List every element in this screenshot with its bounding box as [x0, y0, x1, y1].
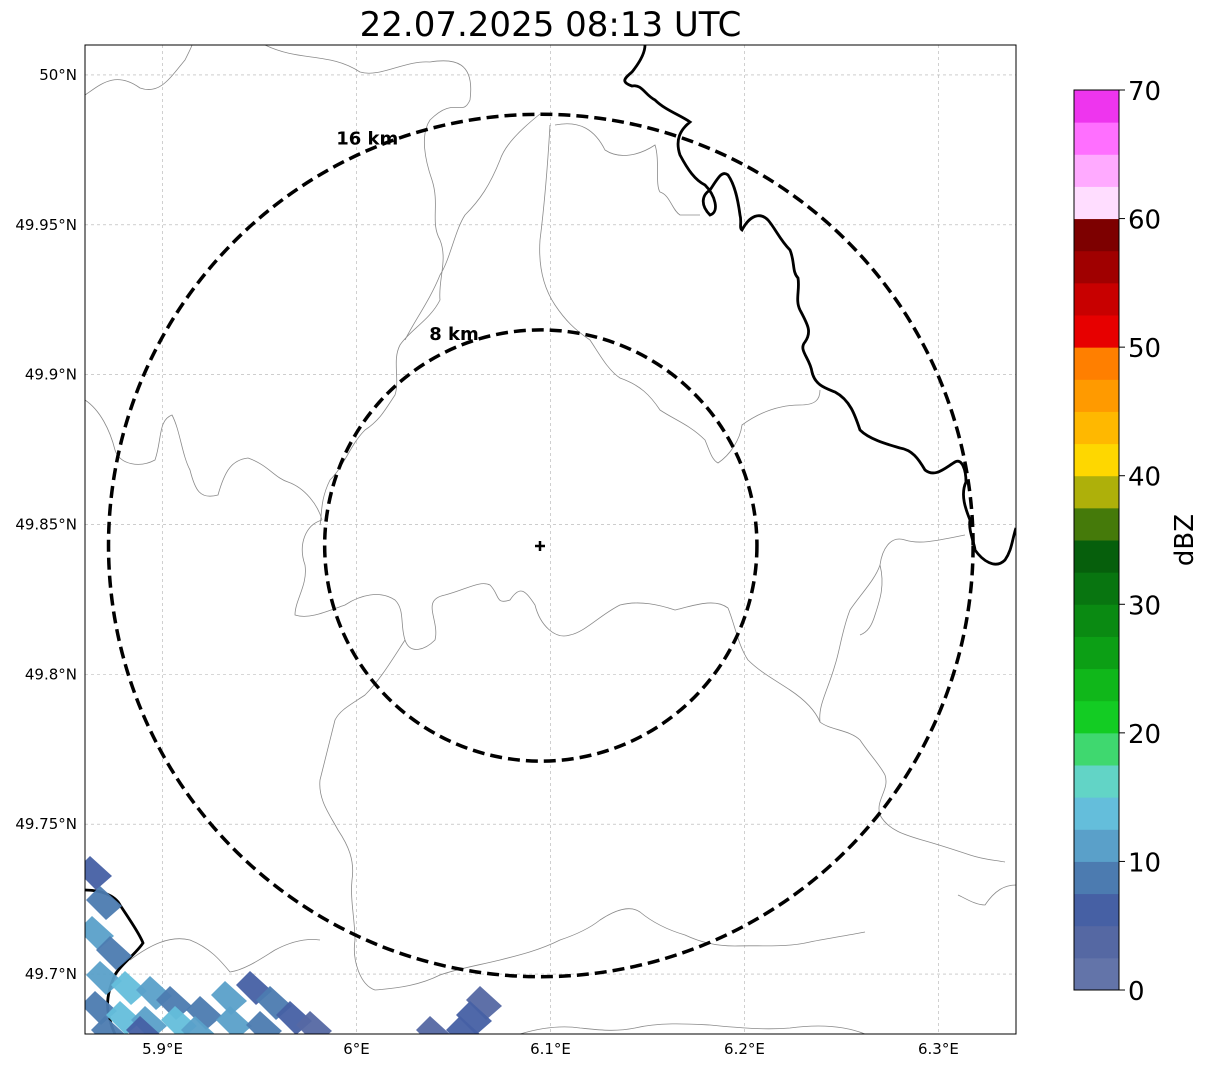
boundary-line	[859, 564, 883, 636]
y-tick-label: 49.75°N	[15, 815, 77, 833]
echo-cell	[211, 981, 247, 1015]
range-ring-label: 8 km	[429, 324, 479, 345]
colorbar-bin	[1074, 282, 1119, 316]
echo-cell	[91, 1016, 125, 1034]
echo-cell	[85, 856, 112, 890]
colorbar-bin	[1074, 765, 1119, 798]
boundary-line	[85, 45, 193, 96]
range-rings: 8 km 16 km	[106, 112, 975, 979]
colorbar-bin	[1074, 893, 1119, 927]
y-tick-label: 49.7°N	[25, 965, 77, 983]
map-grid	[85, 45, 1016, 1034]
colorbar-tick-label: 40	[1128, 463, 1161, 493]
colorbar-bin	[1074, 443, 1119, 477]
colorbar-tick-label: 10	[1128, 848, 1161, 878]
echo-cell	[111, 971, 147, 1005]
border-line	[623, 45, 1016, 566]
colorbar-bin	[1074, 700, 1119, 734]
echo-cell	[86, 886, 122, 920]
boundary-line	[819, 534, 1006, 863]
admin-boundaries	[85, 45, 1016, 1034]
colorbar-tick-label: 30	[1128, 591, 1161, 621]
x-tick-label: 6°E	[343, 1040, 370, 1058]
colorbar-bin	[1074, 347, 1119, 380]
colorbar-tick-label: 0	[1128, 977, 1145, 1007]
echo-cell	[446, 1016, 480, 1034]
colorbar-tick-label: 50	[1128, 334, 1161, 364]
colorbar-bin	[1074, 250, 1119, 284]
colorbar-bin	[1074, 732, 1119, 766]
colorbar-tick-label: 60	[1128, 206, 1161, 236]
echo-cell	[296, 1011, 332, 1034]
colorbar-bin	[1074, 572, 1119, 605]
echo-cell	[246, 1011, 282, 1034]
boundary-line	[957, 884, 1016, 906]
echo-cell	[466, 986, 502, 1020]
colorbar-bin	[1074, 540, 1119, 573]
colorbar-tick-label: 20	[1128, 720, 1161, 750]
boundary-line	[264, 45, 472, 526]
echo-cell	[216, 1006, 252, 1034]
range-ring-label: 16 km	[336, 129, 398, 150]
colorbar-bin	[1074, 829, 1119, 862]
echo-cell	[416, 1016, 450, 1034]
colorbar-bin	[1074, 861, 1119, 895]
radar-site-marker	[535, 541, 545, 551]
colorbar: 0 10 20 30 40 50 60 70 dBZ	[1073, 77, 1200, 1007]
boundary-line	[554, 123, 700, 216]
boundary-line	[519, 1023, 866, 1034]
map-title: 22.07.2025 08:13 UTC	[359, 5, 742, 45]
colorbar-tick-label: 70	[1128, 77, 1161, 107]
colorbar-bin	[1074, 90, 1119, 123]
colorbar-bin	[1074, 154, 1119, 187]
colorbar-bin	[1074, 379, 1119, 412]
echo-cell	[126, 1016, 160, 1034]
boundary-line	[294, 519, 729, 650]
colorbar-bin	[1074, 218, 1119, 252]
colorbar-bin	[1074, 925, 1119, 959]
y-tick-label: 49.8°N	[25, 665, 77, 683]
boundary-line	[85, 399, 323, 521]
colorbar-bin	[1074, 315, 1119, 348]
colorbar-bin	[1074, 411, 1119, 445]
colorbar-bin	[1074, 668, 1119, 702]
colorbar-bin	[1074, 636, 1119, 670]
colorbar-bin	[1074, 957, 1119, 991]
boundary-line	[404, 113, 541, 341]
y-tick-label: 49.9°N	[25, 366, 77, 384]
boundary-line	[129, 938, 321, 973]
boundary-line	[319, 639, 866, 991]
colorbar-bin	[1074, 507, 1119, 541]
radar-echoes	[85, 856, 502, 1034]
colorbar-bin	[1074, 186, 1119, 220]
x-tick-label: 5.9°E	[142, 1040, 183, 1058]
echo-cell	[181, 1016, 215, 1034]
echo-cell	[96, 936, 132, 970]
range-ring	[106, 112, 975, 979]
echo-cell	[456, 1001, 492, 1034]
colorbar-frame	[1073, 89, 1120, 991]
y-tick-label: 49.95°N	[15, 216, 77, 234]
echo-cell	[156, 986, 192, 1020]
colorbar-bin	[1074, 604, 1119, 637]
colorbar-bin	[1074, 475, 1119, 509]
y-tick-label: 50°N	[39, 66, 77, 84]
colorbar-bin	[1074, 797, 1119, 830]
colorbar-label: dBZ	[1170, 514, 1200, 566]
plot-frame	[84, 44, 1017, 1035]
boundary-line	[539, 124, 821, 464]
y-tick-label: 49.85°N	[15, 516, 77, 534]
range-ring	[322, 328, 759, 763]
colorbar-bin	[1074, 122, 1119, 155]
x-tick-label: 6.2°E	[724, 1040, 765, 1058]
x-tick-label: 6.1°E	[530, 1040, 571, 1058]
x-tick-label: 6.3°E	[918, 1040, 959, 1058]
y-axis-ticks: 50°N 49.95°N 49.9°N 49.85°N 49.8°N 49.75°N 49.…	[15, 66, 77, 983]
echo-cell	[186, 996, 222, 1030]
x-axis-ticks: 5.9°E 6°E 6.1°E 6.2°E 6.3°E	[142, 1040, 959, 1058]
